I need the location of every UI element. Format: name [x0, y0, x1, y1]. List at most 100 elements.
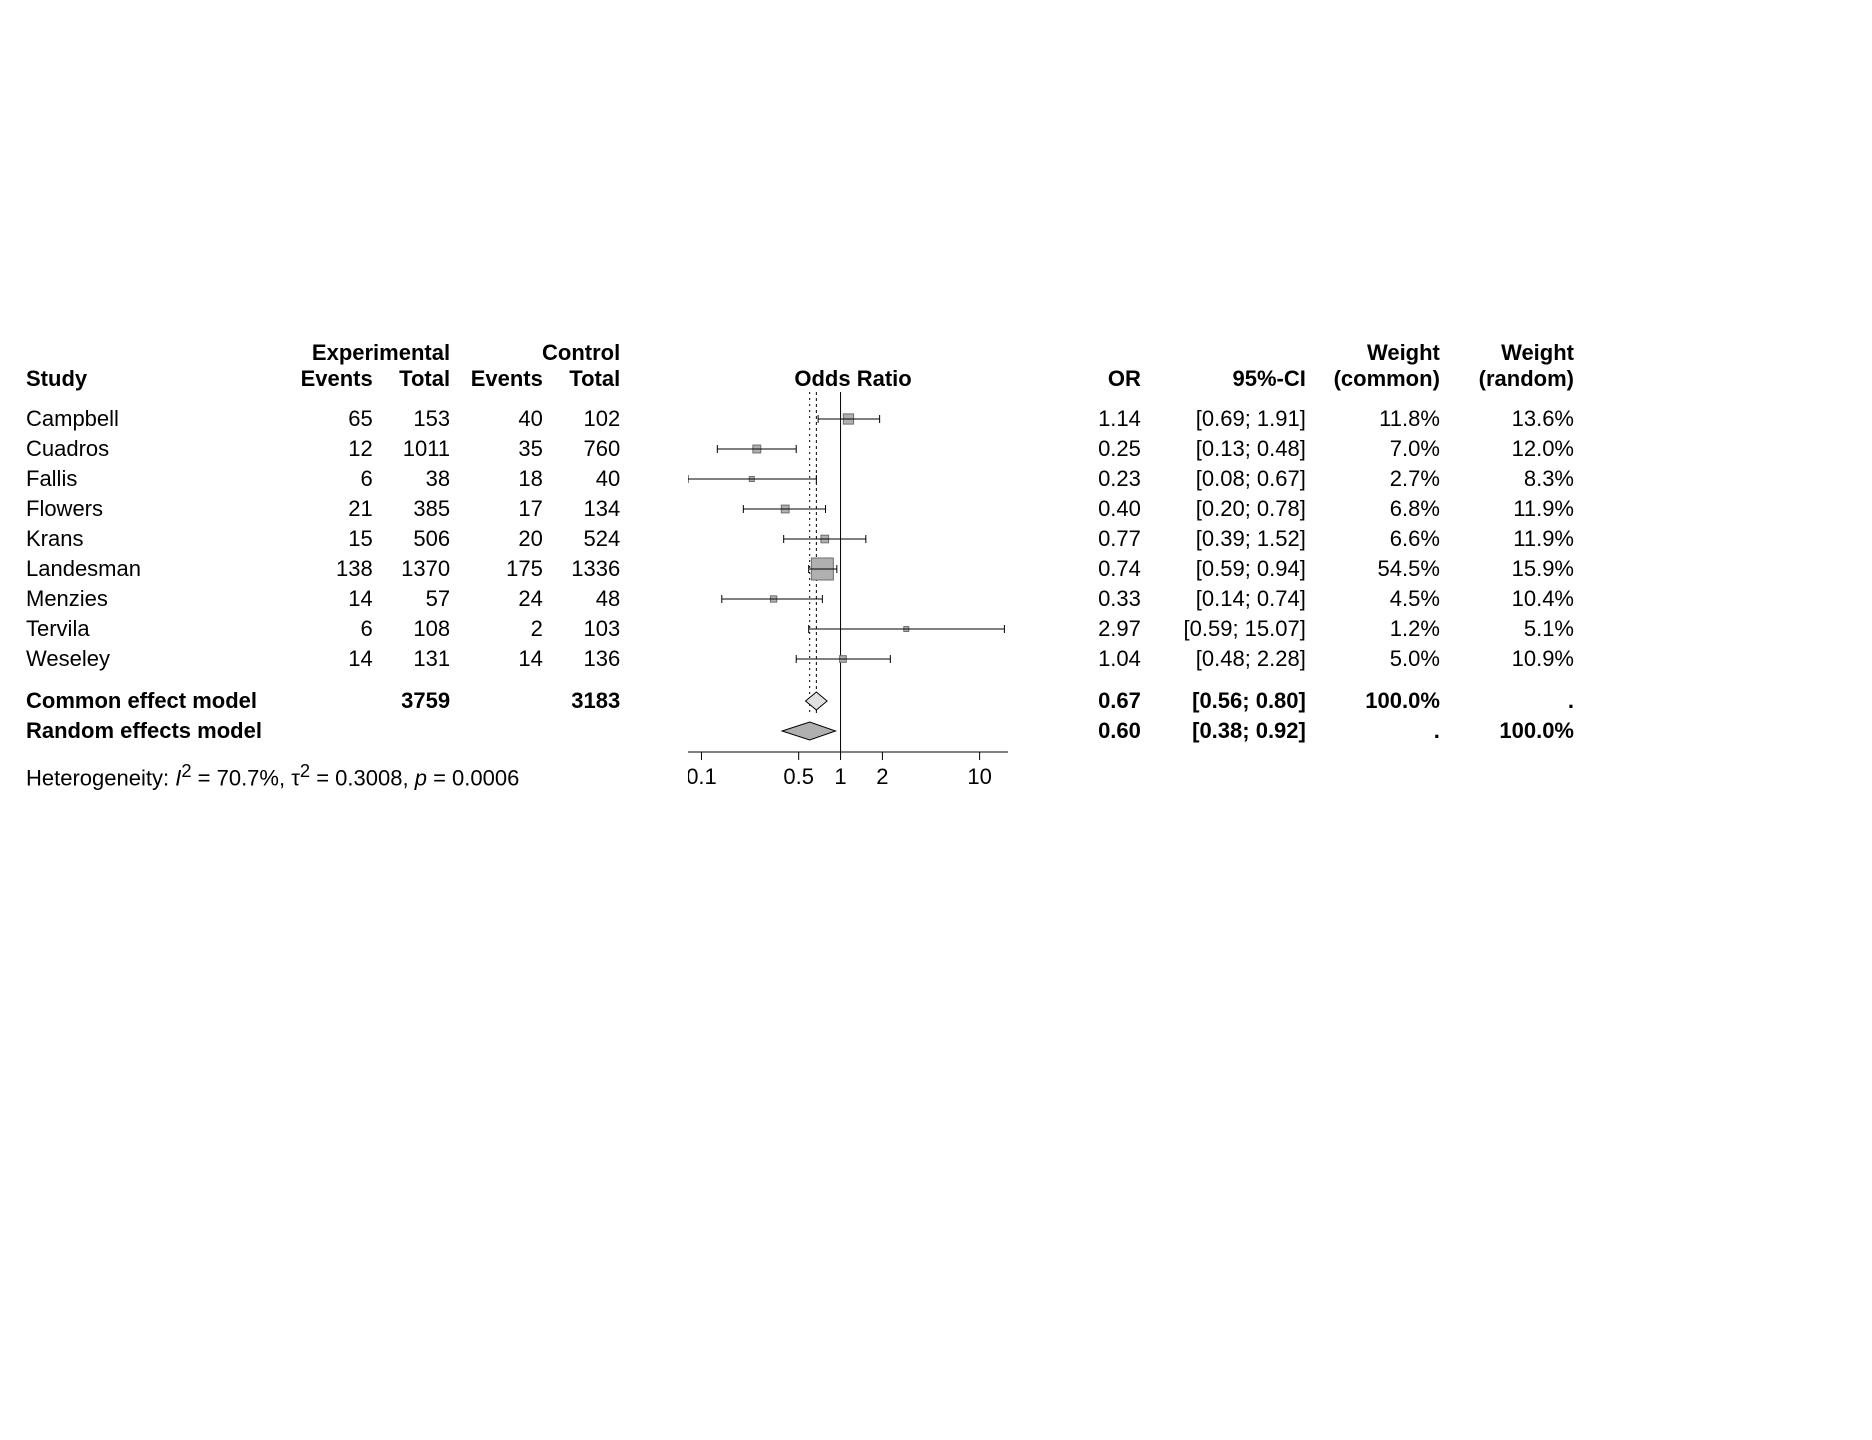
- common-ctl-total: 3183: [549, 686, 626, 716]
- forest-plot: ExperimentalControlWeightWeightStudyEven…: [20, 340, 1580, 806]
- hdr-weight-common-sub: (common): [1312, 366, 1446, 392]
- plot-row: [688, 614, 1018, 644]
- svg-text:0.1: 0.1: [688, 764, 717, 789]
- hdr-ctl-events: Events: [456, 366, 549, 392]
- or-value: 1.04: [1070, 644, 1147, 674]
- exp-events: 14: [276, 644, 379, 674]
- study-name: Krans: [20, 524, 276, 554]
- hdr-or: OR: [1070, 366, 1147, 392]
- hdr-exp-group: Experimental: [276, 340, 456, 366]
- ctl-total: 1336: [549, 554, 626, 584]
- exp-total: 385: [379, 494, 456, 524]
- ci-value: [0.48; 2.28]: [1147, 644, 1312, 674]
- exp-total: 38: [379, 464, 456, 494]
- weight-common: 5.0%: [1312, 644, 1446, 674]
- weight-common: 4.5%: [1312, 584, 1446, 614]
- study-name: Campbell: [20, 404, 276, 434]
- common-exp-total: 3759: [379, 686, 456, 716]
- plot-row: [688, 434, 1018, 464]
- plot-common-diamond: [688, 686, 1018, 716]
- exp-events: 15: [276, 524, 379, 554]
- plot-axis: 0.10.51210: [688, 746, 1018, 806]
- heterogeneity-text: Heterogeneity: I2 = 70.7%, τ2 = 0.3008, …: [20, 746, 626, 806]
- plot-header-spacer: [688, 340, 1018, 366]
- exp-events: 6: [276, 614, 379, 644]
- ctl-events: 18: [456, 464, 549, 494]
- exp-total: 153: [379, 404, 456, 434]
- or-value: 0.23: [1070, 464, 1147, 494]
- plot-row: [688, 584, 1018, 614]
- ctl-events: 20: [456, 524, 549, 554]
- ctl-events: 17: [456, 494, 549, 524]
- weight-common: 7.0%: [1312, 434, 1446, 464]
- ci-value: [0.69; 1.91]: [1147, 404, 1312, 434]
- ci-value: [0.39; 1.52]: [1147, 524, 1312, 554]
- plot-gap: [688, 392, 1018, 404]
- weight-random: 5.1%: [1446, 614, 1580, 644]
- or-value: 0.33: [1070, 584, 1147, 614]
- ctl-events: 40: [456, 404, 549, 434]
- plot-row: [688, 404, 1018, 434]
- hdr-exp-events: Events: [276, 366, 379, 392]
- exp-total: 506: [379, 524, 456, 554]
- ctl-total: 760: [549, 434, 626, 464]
- common-label: Common effect model: [20, 686, 276, 716]
- svg-text:0.5: 0.5: [783, 764, 814, 789]
- svg-text:1: 1: [834, 764, 846, 789]
- ci-value: [0.14; 0.74]: [1147, 584, 1312, 614]
- exp-events: 12: [276, 434, 379, 464]
- hdr-study: Study: [20, 366, 276, 392]
- ctl-total: 48: [549, 584, 626, 614]
- random-wc: .: [1312, 716, 1446, 746]
- svg-text:10: 10: [967, 764, 991, 789]
- exp-total: 131: [379, 644, 456, 674]
- ci-value: [0.08; 0.67]: [1147, 464, 1312, 494]
- hdr-plot-title: Odds Ratio: [688, 366, 1018, 392]
- weight-random: 13.6%: [1446, 404, 1580, 434]
- exp-total: 108: [379, 614, 456, 644]
- weight-common: 54.5%: [1312, 554, 1446, 584]
- study-name: Cuadros: [20, 434, 276, 464]
- exp-events: 21: [276, 494, 379, 524]
- common-wc: 100.0%: [1312, 686, 1446, 716]
- study-name: Weseley: [20, 644, 276, 674]
- hdr-empty: [20, 340, 276, 366]
- or-value: 2.97: [1070, 614, 1147, 644]
- weight-common: 1.2%: [1312, 614, 1446, 644]
- weight-common: 2.7%: [1312, 464, 1446, 494]
- weight-common: 6.8%: [1312, 494, 1446, 524]
- ctl-total: 40: [549, 464, 626, 494]
- common-ci: [0.56; 0.80]: [1147, 686, 1312, 716]
- or-value: 0.40: [1070, 494, 1147, 524]
- ci-value: [0.59; 15.07]: [1147, 614, 1312, 644]
- plot-row: [688, 524, 1018, 554]
- hdr-or-empty: [1070, 340, 1147, 366]
- het-prefix: Heterogeneity:: [26, 766, 175, 791]
- exp-events: 138: [276, 554, 379, 584]
- study-name: Tervila: [20, 614, 276, 644]
- ctl-events: 35: [456, 434, 549, 464]
- plot-gap: [688, 674, 1018, 686]
- hdr-exp-total: Total: [379, 366, 456, 392]
- ci-value: [0.13; 0.48]: [1147, 434, 1312, 464]
- study-name: Fallis: [20, 464, 276, 494]
- or-value: 1.14: [1070, 404, 1147, 434]
- common-wr: .: [1446, 686, 1580, 716]
- plot-row: [688, 494, 1018, 524]
- random-label: Random effects model: [20, 716, 276, 746]
- ctl-total: 136: [549, 644, 626, 674]
- study-name: Menzies: [20, 584, 276, 614]
- forest-plot-container: ExperimentalControlWeightWeightStudyEven…: [0, 0, 1872, 1440]
- or-value: 0.25: [1070, 434, 1147, 464]
- weight-random: 8.3%: [1446, 464, 1580, 494]
- plot-row: [688, 464, 1018, 494]
- random-wr: 100.0%: [1446, 716, 1580, 746]
- exp-events: 6: [276, 464, 379, 494]
- ctl-total: 102: [549, 404, 626, 434]
- exp-events: 65: [276, 404, 379, 434]
- or-value: 0.74: [1070, 554, 1147, 584]
- study-name: Landesman: [20, 554, 276, 584]
- hdr-ci: 95%-CI: [1147, 366, 1312, 392]
- weight-random: 10.4%: [1446, 584, 1580, 614]
- weight-common: 11.8%: [1312, 404, 1446, 434]
